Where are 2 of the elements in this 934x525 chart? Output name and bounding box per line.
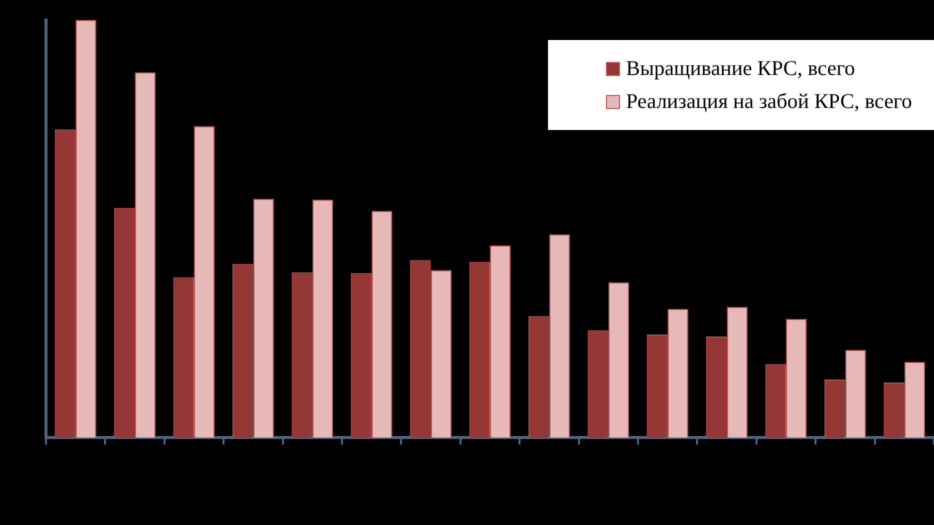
- legend-label: Выращивание КРС, всего: [626, 56, 856, 81]
- legend-label: Реализация на забой КРС, всего: [626, 89, 912, 114]
